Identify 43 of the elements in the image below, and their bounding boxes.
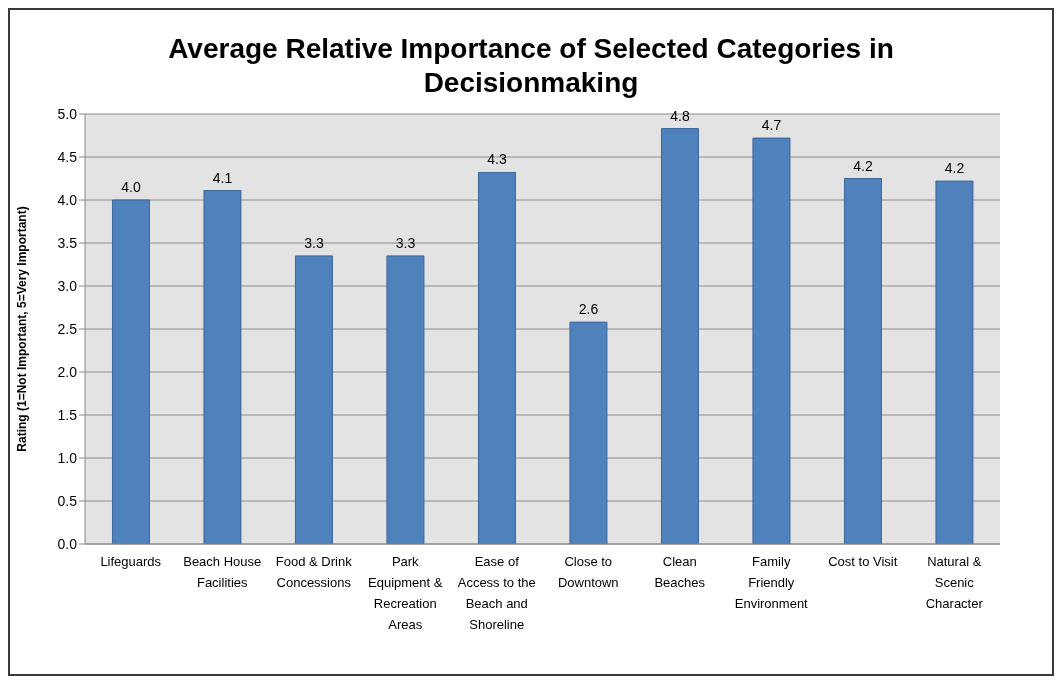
bar [386,255,425,544]
data-label: 4.8 [670,107,690,124]
x-tick-label: Natural & Scenic Character [925,554,984,611]
x-tick-label: Food & Drink Concessions [275,554,353,590]
y-tick-label: 1.5 [57,406,78,423]
x-tick-label: Close to Downtown [557,554,619,590]
bar [294,255,333,544]
x-tick-label: Ease of Access to the Beach and Shoreline [457,554,536,632]
x-tick-label: Clean Beaches [654,554,706,590]
bar [477,171,516,544]
y-tick-label: 2.5 [57,320,78,337]
x-tick-label: Cost to Visit [828,554,898,569]
data-label: 4.3 [487,151,507,168]
data-label: 3.3 [304,234,324,251]
data-label: 4.2 [944,160,965,177]
y-tick-label: 0.0 [57,535,78,552]
data-label: 4.7 [761,117,782,134]
y-tick-label: 4.0 [57,191,78,208]
bar [935,180,974,544]
data-label: 2.6 [578,301,599,318]
x-tick-label: Lifeguards [100,554,162,569]
y-axis-title: Rating (1=Not Important, 5=Very Important) [15,206,30,452]
y-tick-label: 3.0 [57,277,78,294]
y-tick-label: 2.0 [57,363,78,380]
bar [569,321,608,544]
chart-title: Average Relative Importance of Selected Categories in Decisionmaking [167,32,895,100]
x-tick-label: Family Friendly Environment [734,554,809,611]
y-tick-label: 0.5 [57,492,78,509]
bar [843,178,882,544]
data-label: 4.2 [853,157,873,174]
x-tick-label: Park Equipment & Recreation Areas [368,554,443,632]
bar [203,190,242,544]
x-tick-label: Beach House Facilities [183,554,262,590]
bar [111,199,150,544]
y-tick-label: 3.5 [57,234,78,251]
bar [752,137,791,544]
bar [660,128,699,544]
y-tick-label: 1.0 [57,449,78,466]
y-tick-label: 4.5 [57,148,78,165]
data-label: 4.0 [121,179,141,195]
data-label: 4.1 [212,169,233,186]
y-tick-label: 5.0 [57,105,78,122]
data-label: 3.3 [395,234,416,251]
